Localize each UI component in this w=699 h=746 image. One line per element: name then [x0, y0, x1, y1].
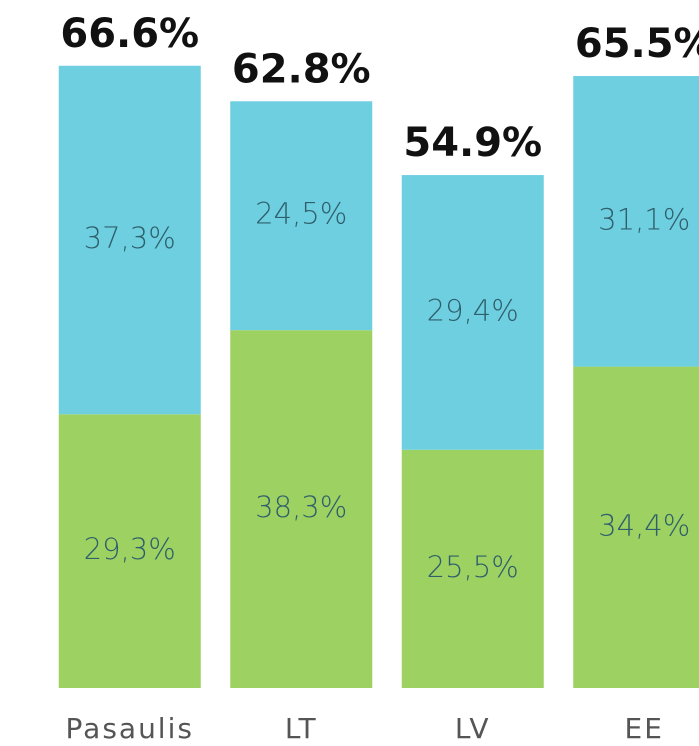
segment-label: 34,4%	[598, 508, 690, 542]
bar-segment	[58, 414, 201, 688]
category-label: Pasaulis	[66, 712, 194, 745]
bar-segment	[230, 101, 373, 331]
segment-label: 29,4%	[427, 293, 519, 327]
segment-label: 31,1%	[598, 202, 690, 236]
total-label: 66.6%	[60, 11, 199, 57]
bar-segment	[573, 76, 699, 367]
category-label: LV	[455, 712, 491, 745]
segment-label: 29,3%	[84, 532, 176, 566]
segment-label: 38,3%	[255, 490, 347, 524]
segment-label: 24,5%	[255, 197, 347, 231]
category-label: EE	[625, 712, 664, 745]
category-label: LT	[285, 712, 318, 745]
bar-segment	[401, 175, 544, 450]
bar-segment	[58, 65, 201, 415]
segment-label: 37,3%	[84, 221, 176, 255]
total-label: 65.5%	[575, 21, 699, 67]
bar-segment	[401, 449, 544, 688]
segment-label: 25,5%	[427, 550, 519, 584]
bar-segment	[573, 366, 699, 688]
total-label: 62.8%	[232, 46, 371, 92]
total-label: 54.9%	[403, 120, 542, 166]
bar-segment	[230, 330, 373, 688]
